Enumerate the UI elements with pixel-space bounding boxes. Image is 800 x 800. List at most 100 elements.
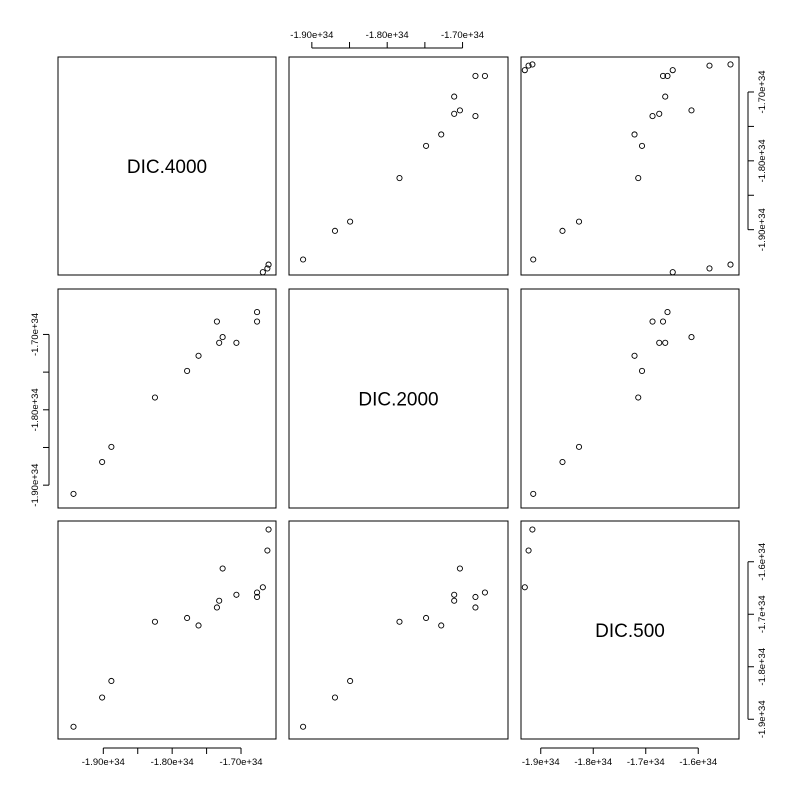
data-point-14 <box>264 265 271 272</box>
data-point-15 <box>265 526 272 533</box>
data-point-13 <box>669 269 676 276</box>
tick-label: -1.7e+34 <box>627 757 665 768</box>
data-point-3 <box>575 218 583 225</box>
data-point-5 <box>423 614 430 622</box>
panel-frame <box>57 520 277 740</box>
data-point-2 <box>331 694 339 701</box>
data-point-14 <box>706 62 713 69</box>
tick-label: -1.90e+34 <box>290 30 333 41</box>
panel-dic-2000-vs-dic-500 <box>520 261 740 509</box>
tick-label: -1.9e+34 <box>757 700 768 738</box>
tick-label: -1.6e+34 <box>757 543 768 581</box>
data-point-8 <box>451 597 458 604</box>
data-point-7 <box>472 113 479 120</box>
data-point-7 <box>213 318 220 325</box>
data-point-8 <box>656 110 663 117</box>
data-point-3 <box>108 677 115 685</box>
tick-label: -1.70e+34 <box>441 30 484 41</box>
data-point-10 <box>451 591 458 598</box>
y-axis-left-dic-2000: -1.90e+34 -1.80e+34 -1.70e+34 <box>30 313 50 507</box>
data-point-12 <box>254 589 261 596</box>
data-point-8 <box>216 339 223 346</box>
data-point-3 <box>575 443 583 450</box>
tick-label: -1.70e+34 <box>30 313 41 356</box>
data-point-4 <box>151 618 159 625</box>
panel-dic-4000-vs-dic-500 <box>520 56 740 276</box>
data-point-13 <box>521 584 528 591</box>
data-point-9 <box>456 565 463 572</box>
data-point-13 <box>259 269 266 276</box>
data-point-12 <box>664 72 671 79</box>
data-point-11 <box>254 593 261 601</box>
data-point-1 <box>300 723 307 730</box>
panel-dic-2000-vs-dic-4000 <box>57 261 277 509</box>
x-axis-bottom-dic-4000: -1.90e+34 -1.80e+34 -1.70e+34 <box>82 747 263 768</box>
tick-label: -1.70e+34 <box>219 757 262 768</box>
data-point-14 <box>525 547 532 554</box>
panel-frame <box>288 56 509 276</box>
data-point-4 <box>151 394 159 401</box>
data-point-14 <box>264 547 271 554</box>
data-point-11 <box>472 593 479 601</box>
data-point-10 <box>233 591 240 598</box>
data-point-7 <box>649 113 656 120</box>
data-point-8 <box>216 597 223 604</box>
data-point-9 <box>219 565 226 572</box>
data-point-8 <box>656 339 663 346</box>
data-point-1 <box>70 723 77 730</box>
data-point-1 <box>70 490 77 497</box>
panel-frame <box>288 288 509 509</box>
data-point-12 <box>481 589 488 596</box>
panel-dic-2000-vs-dic-2000: DIC.2000 <box>288 288 509 509</box>
data-point-14 <box>706 265 713 272</box>
data-point-2 <box>559 458 566 466</box>
data-point-1 <box>530 490 537 497</box>
tick-label: -1.80e+34 <box>151 757 194 768</box>
data-point-9 <box>456 107 463 114</box>
data-point-1 <box>530 256 537 263</box>
panel-dic-500-vs-dic-500: DIC.500 <box>520 520 740 740</box>
panel-dic-4000-vs-dic-2000 <box>288 56 536 276</box>
data-point-7 <box>213 604 220 611</box>
data-point-5 <box>638 142 646 149</box>
data-point-4 <box>635 174 642 182</box>
panel-dic-500-vs-dic-2000 <box>288 520 536 740</box>
data-point-6 <box>631 131 638 138</box>
data-point-4 <box>396 174 403 182</box>
tick-label: -1.90e+34 <box>757 208 768 251</box>
data-point-5 <box>423 142 430 149</box>
data-point-4 <box>396 618 403 625</box>
data-point-2 <box>99 694 106 701</box>
tick-label: -1.8e+34 <box>757 648 768 686</box>
panel-frame <box>57 288 277 509</box>
data-point-11 <box>659 318 667 325</box>
tick-label: -1.70e+34 <box>757 70 768 113</box>
y-axis-right-dic-4000: -1.90e+34 -1.80e+34 -1.70e+34 <box>747 70 768 251</box>
data-point-3 <box>108 443 115 450</box>
data-point-6 <box>438 622 445 629</box>
data-point-14 <box>525 62 532 69</box>
tick-label: -1.80e+34 <box>366 30 409 41</box>
data-point-7 <box>472 604 479 611</box>
data-point-11 <box>472 72 479 79</box>
data-point-5 <box>184 614 191 622</box>
data-point-9 <box>688 107 695 114</box>
data-point-13 <box>521 67 528 74</box>
data-point-11 <box>254 318 261 325</box>
data-point-3 <box>347 218 354 225</box>
tick-label: -1.80e+34 <box>30 388 41 431</box>
data-point-8 <box>451 110 458 117</box>
data-point-12 <box>254 309 261 316</box>
data-point-2 <box>99 458 106 466</box>
x-axis-bottom-dic-500: -1.9e+34 -1.8e+34 -1.7e+34 -1.6e+34 <box>522 747 717 768</box>
data-point-5 <box>638 367 646 374</box>
data-point-13 <box>669 67 676 74</box>
data-point-10 <box>662 93 669 100</box>
panel-dic-500-vs-dic-4000 <box>57 520 277 740</box>
tick-label: -1.8e+34 <box>574 757 612 768</box>
tick-label: -1.80e+34 <box>757 139 768 182</box>
data-point-9 <box>688 334 695 341</box>
data-point-12 <box>664 309 671 316</box>
variable-label-dic-2000: DIC.2000 <box>358 390 438 411</box>
